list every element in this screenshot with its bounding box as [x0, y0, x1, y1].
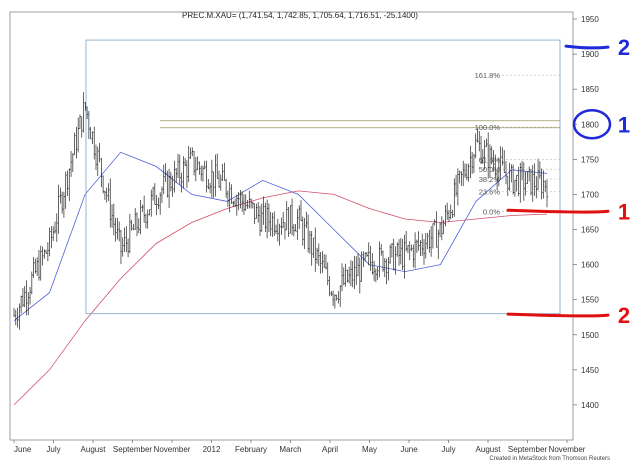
price-bars — [13, 92, 549, 330]
x-tick-label: June — [400, 445, 418, 454]
moving-average-slow — [13, 190, 548, 406]
y-tick-label: 1800 — [581, 120, 599, 129]
hand-annotations: 2 1 1 2 — [506, 35, 630, 328]
circle-annotation — [572, 109, 612, 140]
x-tick-label: July — [441, 445, 455, 454]
y-axis: 1400 1450 1500 1550 1600 1650 1700 1750 1800 1850… — [573, 15, 599, 410]
annotation-label: 1 — [618, 112, 630, 137]
y-tick-label: 1650 — [581, 226, 599, 235]
chart-title: PREC.M.XAU= (1,741.54, 1,742.85, 1,705.6… — [182, 11, 418, 20]
y-tick-label: 1950 — [581, 15, 599, 24]
x-tick-label: March — [279, 445, 301, 454]
annotation-stroke — [506, 208, 610, 214]
fib-label: 61.8% — [479, 155, 501, 164]
range-box — [85, 39, 561, 315]
annotation-stroke — [506, 312, 610, 318]
annotation-label: 1 — [618, 199, 630, 224]
chart-credit: Created in MetaStock from Thomson Reuter… — [489, 456, 610, 462]
y-tick-label: 1750 — [581, 155, 599, 164]
x-tick-label: 2012 — [203, 445, 221, 454]
fib-label: 23.6% — [479, 188, 501, 197]
annotation-label: 2 — [618, 35, 630, 60]
y-tick-label: 1600 — [581, 261, 599, 270]
plot-frame — [9, 11, 574, 441]
level-lines — [85, 39, 561, 315]
annotation-stroke — [564, 44, 610, 50]
x-tick-label: July — [46, 445, 60, 454]
y-tick-label: 1900 — [581, 50, 599, 59]
fib-label: 0.0% — [483, 207, 500, 216]
y-tick-label: 1700 — [581, 190, 599, 199]
y-tick-label: 1850 — [581, 85, 599, 94]
y-tick-label: 1400 — [581, 401, 599, 410]
x-tick-label: September — [508, 445, 547, 454]
fib-label: 161.8% — [475, 71, 501, 80]
x-tick-label: September — [113, 445, 152, 454]
x-tick-label: June — [14, 445, 32, 454]
fib-label: 50.0% — [479, 165, 501, 174]
x-tick-label: April — [322, 445, 338, 454]
fib-label: 38.2% — [479, 175, 501, 184]
x-tick-label: November — [154, 445, 191, 454]
x-tick-label: May — [362, 445, 377, 454]
y-tick-label: 1500 — [581, 331, 599, 340]
x-tick-label: February — [235, 445, 267, 454]
annotation-label: 2 — [618, 303, 630, 328]
fibonacci-levels: 161.8% 100.0% 61.8%50.0%38.2% 23.6% 0.0% — [475, 71, 560, 216]
x-tick-label: August — [81, 445, 107, 454]
x-tick-label: November — [549, 445, 586, 454]
y-tick-label: 1450 — [581, 366, 599, 375]
x-axis: June July August September November 2012 Febru… — [13, 440, 586, 454]
x-tick-label: August — [476, 445, 502, 454]
moving-averages — [13, 151, 548, 406]
fib-label: 100.0% — [475, 123, 501, 132]
moving-average-fast — [13, 151, 548, 322]
y-tick-label: 1550 — [581, 296, 599, 305]
